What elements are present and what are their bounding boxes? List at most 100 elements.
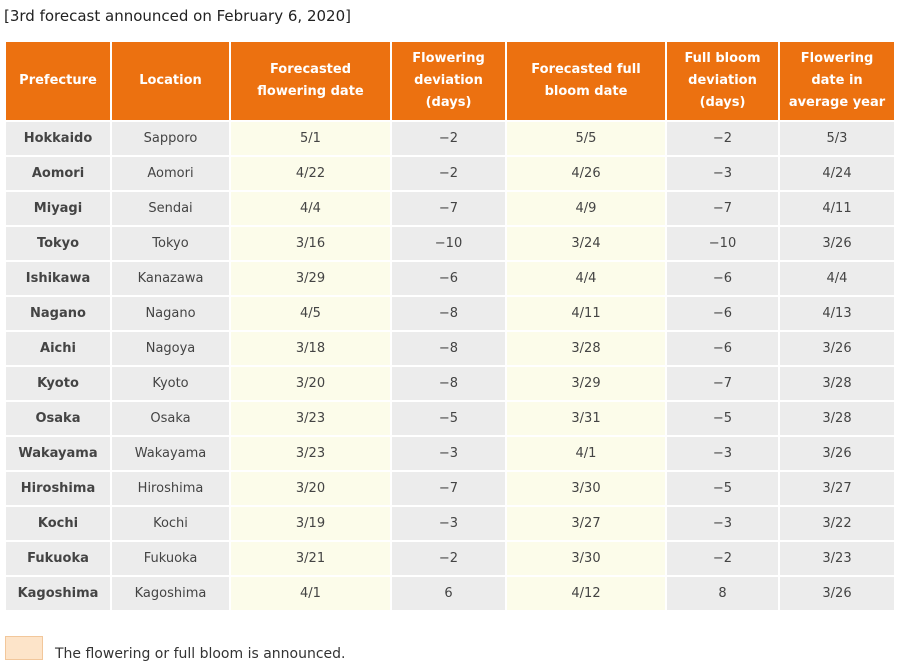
table-cell: 4/11 [778,190,896,227]
table-cell: Aichi [4,330,112,367]
header-cell: Prefecture [4,40,112,122]
table-cell: Kochi [4,505,112,542]
table-cell: Nagano [4,295,112,332]
table-cell: 3/18 [229,330,392,367]
table-cell: Fukuoka [110,540,231,577]
table-cell: 3/22 [778,505,896,542]
table-cell: Kochi [110,505,231,542]
table-row: Hokkaido Sapporo 5/1 −2 5/5 −2 5/3 [4,120,896,157]
table-row: Miyagi Sendai 4/4 −7 4/9 −7 4/11 [4,190,896,227]
table-cell: 4/4 [778,260,896,297]
table-cell: 8 [665,575,780,612]
table-cell: −10 [390,225,507,262]
table-cell: 3/28 [778,365,896,402]
table-cell: 5/5 [505,120,667,157]
table-cell: 3/30 [505,540,667,577]
table-cell: 3/29 [229,260,392,297]
table-cell: Fukuoka [4,540,112,577]
legend-text: The flowering or full bloom is announced… [55,646,346,662]
header-cell: Location [110,40,231,122]
table-cell: Tokyo [110,225,231,262]
table-cell: 3/27 [778,470,896,507]
table-cell: Tokyo [4,225,112,262]
table-cell: 3/21 [229,540,392,577]
table-row: Kagoshima Kagoshima 4/1 6 4/12 8 3/26 [4,575,896,612]
table-cell: Hiroshima [4,470,112,507]
table-cell: 4/13 [778,295,896,332]
table-row: Osaka Osaka 3/23 −5 3/31 −5 3/28 [4,400,896,437]
header-cell: Flowering deviation (days) [390,40,507,122]
table-cell: 4/5 [229,295,392,332]
table-cell: Aomori [4,155,112,192]
table-row: Nagano Nagano 4/5 −8 4/11 −6 4/13 [4,295,896,332]
table-cell: −7 [390,470,507,507]
table-cell: −5 [665,470,780,507]
table-cell: −8 [390,330,507,367]
table-cell: 4/22 [229,155,392,192]
legend-swatch [5,636,43,660]
table-cell: Kanazawa [110,260,231,297]
table-row: Wakayama Wakayama 3/23 −3 4/1 −3 3/26 [4,435,896,472]
table-cell: 4/26 [505,155,667,192]
table-cell: Aomori [110,155,231,192]
table-row: Fukuoka Fukuoka 3/21 −2 3/30 −2 3/23 [4,540,896,577]
table-cell: −2 [665,120,780,157]
table-cell: 4/4 [229,190,392,227]
table-cell: −5 [665,400,780,437]
table-cell: −6 [390,260,507,297]
table-cell: Osaka [110,400,231,437]
table-cell: Osaka [4,400,112,437]
table-body: Hokkaido Sapporo 5/1 −2 5/5 −2 5/3 Aomori Aomori… [4,120,896,612]
caption: [3rd forecast announced on February 6, 2… [4,7,351,25]
table-cell: 3/20 [229,470,392,507]
table-cell: 4/24 [778,155,896,192]
table-cell: −5 [390,400,507,437]
table-row: Aomori Aomori 4/22 −2 4/26 −3 4/24 [4,155,896,192]
table-cell: −3 [390,435,507,472]
table-cell: 3/24 [505,225,667,262]
table-cell: 3/26 [778,435,896,472]
table-cell: −7 [665,365,780,402]
header-cell: Forecasted flowering date [229,40,392,122]
table-cell: 4/9 [505,190,667,227]
table-cell: 3/20 [229,365,392,402]
table-cell: Sendai [110,190,231,227]
table-cell: −3 [665,505,780,542]
table-cell: −10 [665,225,780,262]
table-row: Tokyo Tokyo 3/16 −10 3/24 −10 3/26 [4,225,896,262]
header-row: Prefecture Location Forecasted flowering d… [4,40,896,122]
table-cell: 6 [390,575,507,612]
table-cell: −3 [665,435,780,472]
header-cell: Flowering date in average year [778,40,896,122]
table-cell: Kyoto [110,365,231,402]
table-cell: 3/29 [505,365,667,402]
table-cell: −8 [390,295,507,332]
table-cell: Hokkaido [4,120,112,157]
table-cell: −3 [390,505,507,542]
table-cell: −3 [665,155,780,192]
table-cell: −2 [390,155,507,192]
table-cell: −7 [390,190,507,227]
table-cell: 3/30 [505,470,667,507]
table-cell: 4/12 [505,575,667,612]
table-cell: −6 [665,295,780,332]
table-row: Hiroshima Hiroshima 3/20 −7 3/30 −5 3/27 [4,470,896,507]
table-cell: −8 [390,365,507,402]
table-cell: 3/19 [229,505,392,542]
table-cell: Kyoto [4,365,112,402]
table-cell: 3/27 [505,505,667,542]
table-row: Aichi Nagoya 3/18 −8 3/28 −6 3/26 [4,330,896,367]
table-cell: 3/23 [778,540,896,577]
table-cell: 3/26 [778,330,896,367]
table-cell: −7 [665,190,780,227]
table-cell: 3/28 [778,400,896,437]
table-row: Kyoto Kyoto 3/20 −8 3/29 −7 3/28 [4,365,896,402]
table-cell: −2 [665,540,780,577]
table-cell: Wakayama [4,435,112,472]
table-cell: Hiroshima [110,470,231,507]
table-cell: 4/4 [505,260,667,297]
table-cell: 5/1 [229,120,392,157]
table-cell: Kagoshima [4,575,112,612]
table-cell: 4/11 [505,295,667,332]
